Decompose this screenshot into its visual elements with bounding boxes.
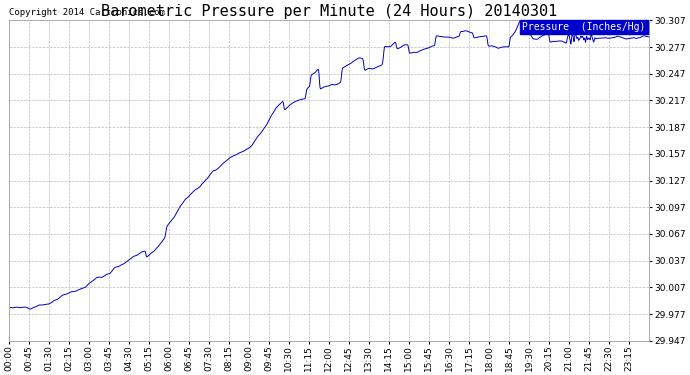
Text: Copyright 2014 Cartronics.com: Copyright 2014 Cartronics.com xyxy=(9,8,165,17)
Title: Barometric Pressure per Minute (24 Hours) 20140301: Barometric Pressure per Minute (24 Hours… xyxy=(101,4,557,19)
Text: Pressure  (Inches/Hg): Pressure (Inches/Hg) xyxy=(522,22,645,32)
